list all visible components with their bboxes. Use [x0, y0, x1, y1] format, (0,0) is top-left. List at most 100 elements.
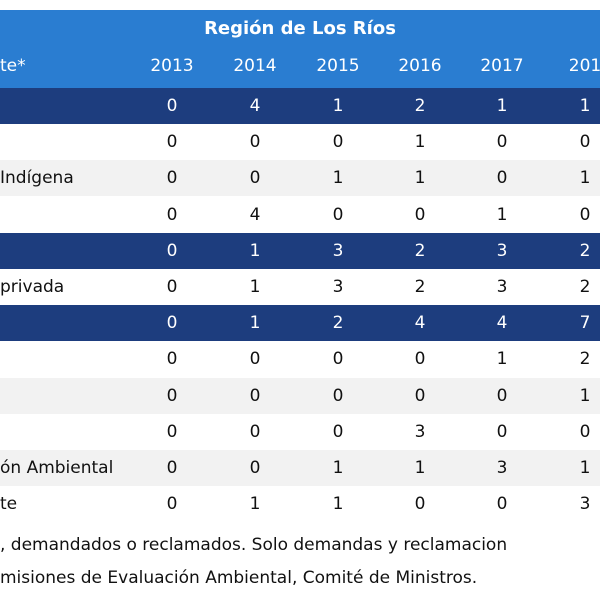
cell-value: 1 — [496, 96, 508, 116]
cell-value: 3 — [332, 240, 344, 261]
cell-value: 3 — [496, 240, 508, 261]
table-row: 0 0 0 3 0 0 — [0, 413, 600, 450]
cell-value: 7 — [579, 313, 591, 334]
cell-value: 4 — [249, 204, 261, 225]
cell-value: 1 — [332, 96, 344, 116]
row-label: Indígena — [0, 168, 74, 189]
cell-value: 1 — [579, 168, 591, 189]
footnote: , demandados o reclamados. Solo demandas… — [0, 535, 508, 555]
cell-value: 0 — [166, 204, 178, 225]
cell-value: 0 — [496, 494, 508, 515]
cell-value: 0 — [249, 421, 261, 442]
cell-value: 1 — [579, 385, 591, 406]
cell-value: 3 — [414, 421, 426, 442]
cell-value: 2 — [579, 240, 591, 261]
year-header: 201 — [568, 56, 600, 76]
cell-value: 0 — [249, 168, 261, 189]
cell-value: 1 — [332, 494, 344, 515]
table-row: 0 1 3 2 3 2 — [0, 232, 600, 269]
cell-value: 1 — [579, 96, 591, 116]
cell-value: 1 — [496, 204, 508, 225]
table-row: 0 4 1 2 1 1 — [0, 88, 600, 124]
year-header: 2014 — [233, 56, 277, 76]
cell-value: 1 — [332, 168, 344, 189]
cell-value: 1 — [249, 240, 261, 261]
cell-value: 4 — [249, 96, 261, 116]
cell-value: 0 — [249, 349, 261, 370]
year-header: 2013 — [150, 56, 194, 76]
title: Región de Los Ríos — [204, 18, 396, 39]
cell-value: 0 — [579, 132, 591, 153]
cell-value: 0 — [166, 385, 178, 406]
table-row: privada 0 1 3 2 3 2 — [0, 269, 600, 305]
cell-value: 0 — [166, 458, 178, 478]
cell-value: 1 — [496, 349, 508, 370]
table-row: 0 1 2 4 4 7 — [0, 305, 600, 342]
cell-value: 2 — [579, 277, 591, 297]
cell-value: 0 — [414, 349, 426, 370]
cell-value: 1 — [579, 458, 591, 478]
cell-value: 2 — [414, 277, 426, 297]
cell-value: 0 — [332, 349, 344, 370]
cell-value: 0 — [166, 132, 178, 153]
table-row: Indígena 0 0 1 1 0 1 — [0, 160, 600, 197]
cell-value: 1 — [249, 313, 261, 334]
row-label: ón Ambiental — [0, 458, 114, 478]
cell-value: 2 — [579, 349, 591, 370]
table-row: 0 0 0 1 0 0 — [0, 124, 600, 161]
cell-value: 0 — [496, 421, 508, 442]
cell-value: 3 — [332, 277, 344, 297]
row-label: privada — [0, 277, 65, 297]
cell-value: 0 — [332, 385, 344, 406]
year-header: 2016 — [398, 56, 442, 76]
cell-value: 1 — [414, 168, 426, 189]
cell-value: 0 — [332, 132, 344, 153]
cell-value: 0 — [166, 494, 178, 515]
cell-value: 0 — [496, 385, 508, 406]
cell-value: 0 — [332, 421, 344, 442]
cell-value: 3 — [496, 458, 508, 478]
cell-value: 0 — [414, 385, 426, 406]
cell-value: 0 — [496, 132, 508, 153]
cell-value: 0 — [166, 240, 178, 261]
year-header: 2015 — [316, 56, 360, 76]
cell-value: 1 — [249, 494, 261, 515]
footnote: misiones de Evaluación Ambiental, Comité… — [0, 568, 478, 588]
cell-value: 0 — [249, 385, 261, 406]
cell-value: 2 — [414, 240, 426, 261]
cell-value: 4 — [496, 313, 508, 334]
cell-value: 0 — [579, 421, 591, 442]
cell-value: 0 — [579, 204, 591, 225]
cell-value: 1 — [414, 458, 426, 478]
cell-value: 0 — [332, 204, 344, 225]
cell-value: 3 — [579, 494, 591, 515]
column-label: te* — [0, 56, 26, 76]
cell-value: 1 — [414, 132, 426, 153]
cell-value: 0 — [496, 168, 508, 189]
cell-value: 0 — [166, 421, 178, 442]
cell-value: 1 — [249, 277, 261, 297]
table-row: 0 0 0 0 1 2 — [0, 341, 600, 378]
cell-value: 0 — [249, 458, 261, 478]
cell-value: 1 — [332, 458, 344, 478]
cell-value: 0 — [249, 132, 261, 153]
cell-value: 4 — [414, 313, 426, 334]
table-row: ón Ambiental 0 0 1 1 3 1 — [0, 450, 600, 486]
cell-value: 0 — [414, 204, 426, 225]
year-header: 2017 — [480, 56, 524, 76]
cell-value: 0 — [166, 168, 178, 189]
table-row: te 0 1 1 0 0 3 — [0, 486, 600, 523]
cell-value: 2 — [332, 313, 344, 334]
cell-value: 0 — [166, 277, 178, 297]
table-header: Región de Los Ríos te* 2013 2014 2015 2016 2… — [0, 10, 600, 88]
cell-value: 0 — [166, 313, 178, 334]
table-row: 0 0 0 0 0 1 — [0, 377, 600, 414]
row-label: te — [0, 494, 18, 515]
cell-value: 0 — [414, 494, 426, 515]
cell-value: 2 — [414, 96, 426, 116]
table-row: 0 4 0 0 1 0 — [0, 196, 600, 233]
cell-value: 0 — [166, 349, 178, 370]
cell-value: 3 — [496, 277, 508, 297]
cell-value: 0 — [166, 96, 178, 116]
